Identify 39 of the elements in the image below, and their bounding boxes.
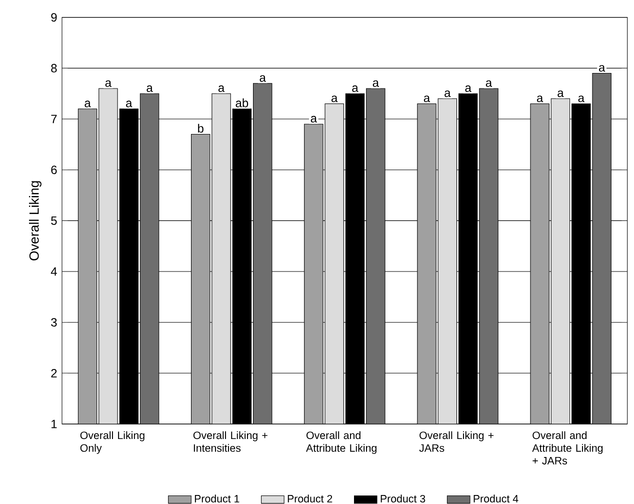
data-label: a: [146, 85, 153, 92]
data-label: a: [105, 80, 112, 87]
data-label: a: [218, 85, 225, 92]
y-tick-label: 4: [50, 267, 57, 276]
data-label: a: [84, 100, 91, 108]
legend-label: Product 3: [380, 494, 426, 502]
data-label: a: [444, 90, 451, 98]
data-label: a: [536, 96, 544, 102]
data-label: a: [486, 80, 492, 87]
legend-label: Product 2: [288, 494, 332, 502]
y-tick-label: 7: [51, 114, 57, 124]
data-label: a: [558, 90, 564, 98]
legend-label: Product 1: [194, 494, 240, 502]
data-label: a: [424, 96, 430, 102]
data-label: a: [126, 100, 132, 108]
y-tick-label: 9: [51, 13, 57, 22]
y-axis-title: Overall Liking: [29, 181, 42, 260]
data-label: a: [310, 116, 318, 122]
y-tick-label: 8: [51, 64, 57, 72]
y-tick-label: 3: [51, 318, 57, 327]
legend-label: Product 4: [474, 494, 518, 502]
data-label: a: [260, 75, 266, 82]
y-tick-label: 5: [51, 216, 57, 225]
data-label: a: [578, 96, 584, 102]
data-label: ab: [236, 98, 248, 108]
x-tick-label: Overall and Attribute Liking: [306, 431, 376, 454]
data-label: b: [198, 124, 204, 133]
data-label: a: [352, 85, 358, 92]
data-label: a: [372, 80, 380, 87]
y-tick-label: 6: [51, 166, 57, 174]
x-tick-label: Overall Liking + Intensities: [193, 431, 268, 452]
data-label: a: [332, 96, 338, 102]
x-tick-label: Overall Liking Only: [80, 431, 144, 454]
data-label: a: [465, 85, 472, 92]
x-tick-label: Overall Liking + JARs: [419, 431, 494, 452]
data-label: a: [598, 65, 606, 72]
x-tick-label: Overall and Attribute Liking + JARs: [532, 431, 603, 464]
y-tick-label: 2: [51, 368, 57, 378]
y-tick-label: 1: [52, 420, 57, 428]
